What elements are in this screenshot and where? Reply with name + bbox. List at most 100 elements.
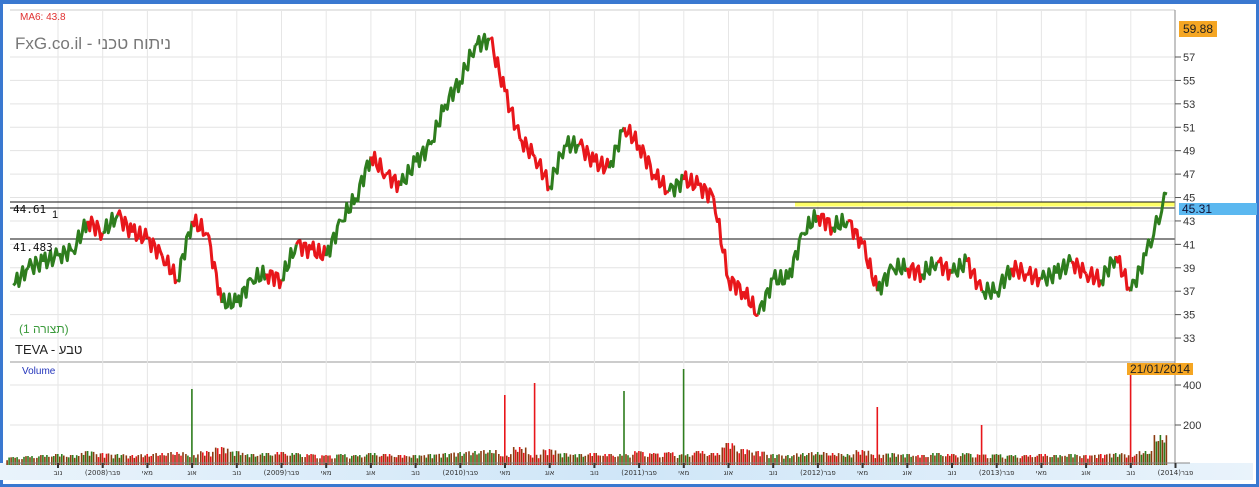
volume-bar bbox=[84, 451, 87, 465]
volume-bar bbox=[727, 443, 730, 465]
volume-bar bbox=[1070, 454, 1072, 465]
time-tick-label: נוב bbox=[1126, 469, 1135, 477]
volume-bar bbox=[244, 455, 247, 465]
volume-bar bbox=[1081, 458, 1083, 465]
volume-bar bbox=[55, 454, 57, 465]
volume-bar bbox=[101, 453, 104, 465]
volume-bar bbox=[1127, 455, 1130, 465]
volume-bar bbox=[669, 453, 672, 465]
volume-bar bbox=[872, 454, 875, 465]
volume-bar bbox=[753, 455, 755, 465]
volume-bar bbox=[321, 455, 323, 465]
volume-bar bbox=[212, 451, 214, 465]
price-segment bbox=[147, 236, 164, 260]
price-segment bbox=[891, 257, 909, 276]
volume-bar bbox=[606, 456, 608, 465]
volume-bar bbox=[818, 454, 821, 465]
volume-bar bbox=[986, 458, 989, 465]
volume-bar bbox=[361, 457, 363, 465]
volume-bar bbox=[31, 456, 33, 465]
volume-bar bbox=[495, 450, 497, 465]
volume-bar bbox=[857, 451, 860, 465]
volume-bar bbox=[483, 450, 485, 465]
volume-bar bbox=[8, 457, 10, 465]
volume-bar bbox=[599, 455, 601, 465]
volume-bar bbox=[625, 454, 627, 465]
volume-bar bbox=[748, 450, 750, 465]
volume-bar bbox=[796, 453, 798, 465]
volume-bar bbox=[131, 455, 134, 465]
volume-bar bbox=[976, 454, 979, 465]
volume-bar bbox=[487, 452, 489, 465]
volume-bar bbox=[940, 454, 942, 465]
volume-bar bbox=[159, 455, 161, 465]
volume-bar bbox=[878, 454, 881, 465]
price-segment bbox=[965, 256, 984, 292]
volume-bar bbox=[178, 453, 180, 465]
volume-bar bbox=[623, 391, 625, 465]
volume-bar bbox=[216, 448, 219, 465]
volume-bar bbox=[195, 457, 197, 465]
volume-bar bbox=[346, 457, 348, 465]
volume-bar bbox=[638, 451, 640, 465]
volume-bar bbox=[323, 455, 325, 465]
volume-bar bbox=[831, 453, 834, 465]
price-segment bbox=[295, 239, 313, 260]
volume-bar bbox=[546, 455, 549, 465]
volume-bar bbox=[193, 455, 195, 465]
volume-bar bbox=[165, 455, 167, 465]
volume-bar bbox=[129, 455, 132, 465]
price-tick-label: 33 bbox=[1183, 333, 1195, 345]
volume-bar bbox=[69, 455, 72, 465]
volume-bar bbox=[678, 454, 681, 465]
volume-bar bbox=[587, 454, 589, 465]
volume-bar bbox=[187, 455, 189, 465]
volume-bar bbox=[915, 456, 917, 465]
volume-bar bbox=[614, 456, 616, 465]
volume-bar bbox=[1008, 455, 1011, 465]
volume-bar bbox=[189, 457, 191, 465]
price-segment bbox=[607, 126, 626, 169]
volume-bar bbox=[120, 455, 123, 465]
volume-bar bbox=[537, 458, 540, 465]
volume-bar bbox=[1116, 456, 1119, 465]
volume-bar bbox=[369, 453, 372, 465]
volume-label: Volume bbox=[22, 366, 56, 377]
volume-bar bbox=[476, 454, 478, 465]
volume-bar bbox=[548, 449, 551, 465]
volume-bar bbox=[627, 455, 629, 465]
volume-bar bbox=[502, 456, 504, 465]
volume-bar bbox=[861, 450, 864, 465]
volume-bar bbox=[455, 456, 457, 465]
volume-bar bbox=[691, 455, 694, 465]
price-tick-label: 53 bbox=[1183, 99, 1195, 111]
price-segment bbox=[847, 219, 865, 249]
volume-bar bbox=[59, 456, 61, 465]
price-tick-label: 37 bbox=[1183, 286, 1195, 298]
volume-bar bbox=[1012, 456, 1015, 465]
volume-bar bbox=[961, 453, 964, 465]
volume-bar bbox=[18, 459, 20, 465]
volume-bar bbox=[351, 455, 353, 465]
time-tick-label: אוג bbox=[366, 469, 376, 477]
price-segment bbox=[905, 262, 924, 284]
volume-bar bbox=[459, 452, 461, 465]
high-price-badge: 59.88 bbox=[1179, 21, 1218, 37]
volume-bar bbox=[380, 455, 383, 465]
volume-bar bbox=[137, 455, 140, 465]
price-segment bbox=[71, 218, 90, 256]
price-segment bbox=[414, 139, 432, 169]
volume-bar bbox=[559, 453, 562, 465]
volume-bar bbox=[982, 454, 985, 465]
price-segment bbox=[518, 136, 536, 160]
volume-bar bbox=[276, 452, 279, 465]
volume-bar bbox=[1051, 457, 1053, 465]
volume-bar bbox=[403, 455, 406, 465]
price-segment bbox=[1010, 259, 1028, 282]
volume-bar bbox=[612, 455, 614, 465]
volume-bar bbox=[155, 453, 157, 465]
volume-bar bbox=[785, 455, 787, 465]
volume-bar bbox=[107, 453, 110, 465]
last-price-badge: 45.31 bbox=[1179, 203, 1257, 215]
